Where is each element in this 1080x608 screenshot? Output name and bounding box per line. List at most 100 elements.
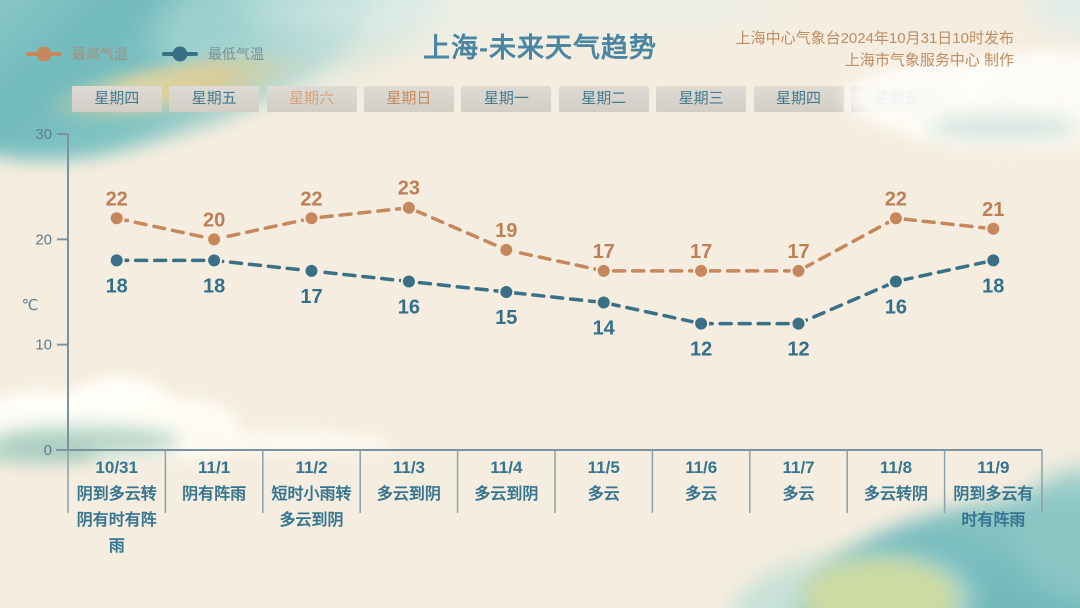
forecast-day-cell: 11/2 短时小雨转多云到阴: [263, 456, 360, 560]
legend-item-high-temp: 最高气温: [26, 44, 128, 64]
weekday-label: 星期四: [753, 86, 844, 112]
temp-point: [887, 273, 904, 290]
publisher-info: 上海中心气象台2024年10月31日10时发布 上海市气象服务中心 制作: [736, 28, 1014, 72]
temp-value-label: 16: [398, 296, 420, 318]
forecast-date: 11/2: [295, 458, 328, 477]
forecast-weather-text: 多云到阴: [474, 486, 539, 503]
forecast-weather-text: 阴到多云有时有阵雨: [953, 486, 1034, 529]
publisher-line-2: 上海市气象服务中心 制作: [844, 52, 1014, 69]
temp-value-label: 18: [106, 275, 128, 297]
chart-legend: 最高气温 最低气温: [26, 44, 264, 64]
forecast-date: 11/9: [977, 458, 1010, 477]
publisher-line-1: 上海中心气象台2024年10月31日10时发布: [735, 30, 1014, 47]
page-title: 上海-未来天气趋势: [423, 33, 657, 63]
temp-point: [498, 284, 515, 300]
low-temp-dot-icon: [172, 46, 188, 62]
temp-value-label: 14: [593, 318, 616, 340]
temp-value-label: 17: [593, 241, 615, 263]
forecast-weather-text: 短时小雨转多云到阴: [271, 486, 352, 529]
forecast-day-cell: 11/6 多云: [652, 456, 749, 560]
weekday-cell: 星期三: [652, 86, 749, 112]
forecast-weather-text: 多云转阴: [863, 486, 928, 503]
weekday-label: 星期二: [558, 86, 649, 112]
forecast-day-cell: 11/5 多云: [555, 456, 652, 560]
high-temp-line-marker-icon: [26, 46, 62, 62]
temp-value-label: 17: [787, 241, 809, 263]
forecast-date: 11/3: [392, 458, 425, 477]
temp-point: [985, 252, 1002, 269]
temp-point: [303, 210, 320, 227]
temp-point: [303, 262, 320, 279]
weekday-cell: 星期一: [458, 86, 555, 112]
weekday-cell: 星期二: [555, 86, 652, 112]
weekday-label: 星期三: [656, 86, 747, 112]
temp-point: [595, 262, 612, 279]
temp-point: [887, 210, 904, 227]
temp-series-line: [114, 258, 996, 326]
forecast-weather-text: 多云到阴: [376, 486, 441, 503]
temp-point: [400, 273, 417, 290]
forecast-weather-text: 阴有阵雨: [182, 486, 247, 503]
temp-value-label: 22: [885, 188, 907, 210]
temp-value-label: 17: [690, 241, 712, 263]
temp-value-label: 21: [982, 199, 1004, 221]
forecast-day-cell: 11/9 阴到多云有时有阵雨: [945, 456, 1042, 560]
temp-value-label: 23: [398, 178, 420, 200]
temp-point: [790, 262, 807, 279]
temp-point: [595, 294, 612, 311]
temp-point: [400, 199, 417, 216]
temp-value-label: 20: [203, 209, 225, 231]
temp-point: [693, 315, 710, 332]
forecast-day-cell: 11/4 多云到阴: [458, 456, 555, 560]
forecast-day-cell: 10/31 阴到多云转阴有时有阵雨: [68, 456, 165, 560]
temp-value-label: 19: [495, 220, 517, 242]
temp-series-line: [114, 205, 996, 273]
forecast-date: 11/8: [879, 458, 913, 477]
temp-point: [206, 231, 223, 248]
y-axis-unit-label: ℃: [22, 297, 39, 314]
temp-value-label: 12: [690, 339, 712, 361]
forecast-day-cell: 11/8 多云转阴: [847, 456, 944, 560]
y-tick-label: 0: [44, 442, 52, 459]
temp-value-label: 18: [203, 275, 225, 297]
temp-point: [206, 252, 223, 269]
temp-point: [108, 210, 125, 227]
forecast-day-cell: 11/7 多云: [750, 456, 847, 560]
temp-value-label: 15: [495, 307, 517, 329]
temp-point: [985, 220, 1002, 237]
forecast-date: 11/7: [782, 458, 815, 477]
legend-item-low-temp: 最低气温: [162, 44, 264, 64]
forecast-weather-text: 多云: [782, 486, 815, 503]
temp-value-label: 16: [885, 296, 907, 318]
temp-point: [790, 315, 807, 332]
temp-value-label: 12: [787, 339, 809, 361]
y-tick-label: 30: [35, 126, 52, 143]
forecast-date: 11/4: [490, 458, 523, 477]
temp-point: [108, 252, 125, 269]
forecast-day-row: 10/31 阴到多云转阴有时有阵雨 11/1 阴有阵雨 11/2 短时小雨转多云到阴 11/…: [68, 456, 1042, 560]
forecast-date: 11/6: [685, 458, 718, 477]
forecast-date: 11/1: [198, 458, 231, 477]
forecast-weather-text: 多云: [685, 486, 718, 503]
y-tick-label: 10: [35, 337, 52, 354]
temp-point: [498, 241, 515, 258]
temp-value-label: 17: [300, 286, 322, 308]
forecast-day-cell: 11/1 阴有阵雨: [165, 456, 262, 560]
forecast-date: 10/31: [95, 458, 138, 477]
forecast-date: 11/5: [587, 458, 620, 477]
temp-value-label: 18: [982, 275, 1004, 297]
high-temp-dot-icon: [36, 46, 52, 62]
temp-value-label: 22: [106, 188, 128, 210]
low-temp-line-marker-icon: [162, 46, 198, 62]
temp-value-label: 22: [300, 188, 322, 210]
legend-label-low-temp: 最低气温: [208, 46, 264, 62]
forecast-weather-text: 阴到多云转阴有时有阵雨: [76, 486, 157, 555]
forecast-day-cell: 11/3 多云到阴: [360, 456, 457, 560]
legend-label-high-temp: 最高气温: [72, 46, 128, 62]
weekday-label: 星期一: [461, 86, 552, 112]
y-tick-label: 20: [35, 231, 52, 248]
temp-point: [693, 262, 710, 279]
weekday-cell: 星期四: [750, 86, 847, 112]
forecast-weather-text: 多云: [587, 486, 620, 503]
